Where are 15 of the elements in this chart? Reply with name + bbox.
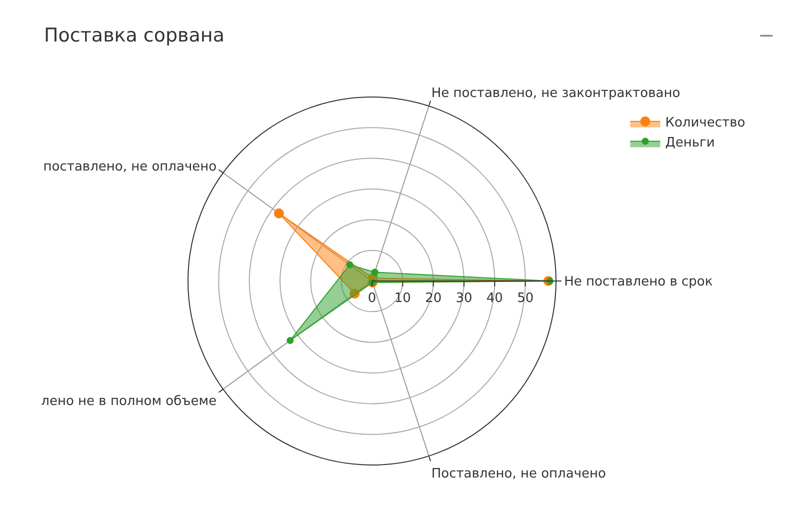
spoke-label: Не поставлено, не законтрактовано: [431, 86, 680, 102]
chart-title: Поставка сорвана: [44, 24, 224, 47]
y-tick-label: 30: [456, 291, 472, 306]
y-tick-label: 40: [486, 291, 503, 306]
y-tick-label: 20: [425, 291, 442, 306]
legend-label: Деньги: [665, 135, 715, 150]
legend-label: Количество: [665, 115, 746, 130]
spoke-label: лено не в полном объеме: [41, 394, 217, 410]
y-tick-label: 0: [368, 291, 376, 306]
spoke-label: поставлено, не оплачено: [43, 159, 217, 174]
y-tick-label: 50: [517, 291, 534, 306]
spoke-label: Поставлено, не оплачено: [431, 466, 606, 482]
spoke-label: Не поставлено в срок: [564, 274, 713, 290]
text: −: [758, 23, 775, 47]
y-tick-label: 10: [394, 291, 411, 306]
